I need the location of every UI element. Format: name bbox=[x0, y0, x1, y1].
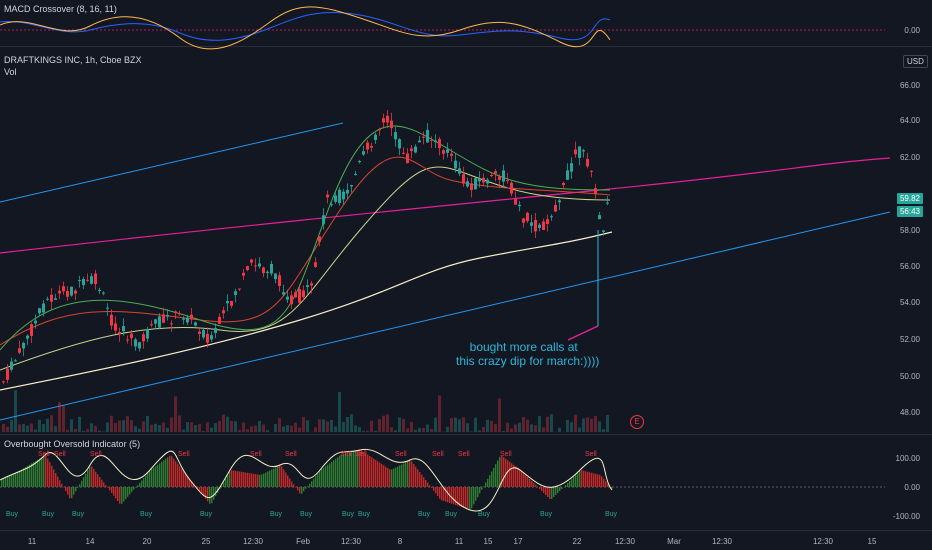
buy-label: Buy bbox=[72, 511, 85, 518]
time-label: 12:30 bbox=[242, 537, 264, 546]
annotation-line-2: this crazy dip for march:)))) bbox=[456, 354, 600, 368]
trade-annotation: bought more calls at this crazy dip for … bbox=[448, 340, 599, 368]
time-label: 12:30 bbox=[711, 537, 733, 546]
buy-label: Buy bbox=[140, 511, 153, 518]
annotation-line-1: bought more calls at bbox=[469, 340, 578, 354]
price-tick-50: 50.00 bbox=[899, 372, 920, 381]
time-label: 8 bbox=[397, 537, 403, 546]
osc-tick-minus100: -100.00 bbox=[892, 512, 920, 521]
sell-label: Sell bbox=[355, 451, 367, 458]
buy-label: Buy bbox=[445, 511, 458, 518]
sell-label: Sell bbox=[38, 451, 50, 458]
price-tick-54: 54.00 bbox=[899, 298, 920, 307]
countdown-tag: 56:43 bbox=[896, 206, 923, 217]
time-label: 25 bbox=[201, 537, 211, 546]
buy-label: Buy bbox=[200, 511, 213, 518]
buy-label: Buy bbox=[342, 511, 355, 518]
buy-label: Buy bbox=[540, 511, 553, 518]
sell-label: Sell bbox=[250, 451, 262, 458]
time-label: 20 bbox=[142, 537, 152, 546]
sell-label: Sell bbox=[458, 451, 470, 458]
osc-tick-100: 100.00 bbox=[895, 454, 920, 463]
pane-separator-2[interactable] bbox=[0, 434, 932, 435]
price-tick-52: 52.00 bbox=[899, 335, 920, 344]
sell-label: Sell bbox=[500, 451, 512, 458]
oscillator-pane[interactable]: Overbought Oversold Indicator (5) bbox=[0, 435, 932, 530]
sell-label: Sell bbox=[432, 451, 444, 458]
sell-label: Sell bbox=[285, 451, 297, 458]
time-label: 11 bbox=[454, 537, 464, 546]
price-tick-62: 62.00 bbox=[899, 153, 920, 162]
time-label: 12:30 bbox=[812, 537, 834, 546]
price-tick-48: 48.00 bbox=[899, 408, 920, 417]
sell-label: Sell bbox=[178, 451, 190, 458]
time-label: 17 bbox=[513, 537, 523, 546]
sell-label: Sell bbox=[54, 451, 66, 458]
price-tick-66: 66.00 bbox=[899, 81, 920, 90]
price-tick-64: 64.00 bbox=[899, 116, 920, 125]
buy-label: Buy bbox=[42, 511, 55, 518]
time-label: 11 bbox=[27, 537, 37, 546]
time-label: Mar bbox=[667, 537, 681, 546]
pane-separator-3[interactable] bbox=[0, 530, 932, 531]
macd-pane[interactable]: MACD Crossover (8, 16, 11) 0.00 bbox=[0, 0, 932, 46]
time-label: 22 bbox=[572, 537, 582, 546]
osc-tick-0: 0.00 bbox=[904, 483, 920, 492]
symbol-title: DRAFTKINGS INC, 1h, Cboe BZX bbox=[4, 55, 142, 65]
last-price-tag: 59.82 bbox=[896, 193, 923, 204]
buy-label: Buy bbox=[605, 511, 618, 518]
oscillator-title: Overbought Oversold Indicator (5) bbox=[4, 439, 141, 449]
sell-label: Sell bbox=[340, 451, 352, 458]
time-label: Feb bbox=[296, 537, 310, 546]
macd-title: MACD Crossover (8, 16, 11) bbox=[4, 4, 117, 14]
time-label: 15 bbox=[483, 537, 493, 546]
buy-label: Buy bbox=[270, 511, 283, 518]
sell-label: Sell bbox=[90, 451, 102, 458]
price-pane[interactable]: DRAFTKINGS INC, 1h, Cboe BZX Vol USD bbox=[0, 47, 932, 434]
price-tick-58: 58.00 bbox=[899, 226, 920, 235]
buy-label: Buy bbox=[300, 511, 313, 518]
buy-label: Buy bbox=[418, 511, 431, 518]
buy-label: Buy bbox=[478, 511, 491, 518]
sell-label: Sell bbox=[585, 451, 597, 458]
time-label: 15 bbox=[867, 537, 877, 546]
time-label: 12:30 bbox=[340, 537, 362, 546]
sell-label: Sell bbox=[395, 451, 407, 458]
volume-label: Vol bbox=[4, 67, 17, 77]
macd-axis-zero: 0.00 bbox=[904, 26, 920, 35]
price-tick-56: 56.00 bbox=[899, 262, 920, 271]
buy-label: Buy bbox=[6, 511, 19, 518]
currency-selector[interactable]: USD bbox=[903, 55, 928, 68]
earnings-badge[interactable]: E bbox=[630, 415, 644, 429]
buy-label: Buy bbox=[358, 511, 371, 518]
time-label: 14 bbox=[85, 537, 95, 546]
time-label: 12:30 bbox=[614, 537, 636, 546]
